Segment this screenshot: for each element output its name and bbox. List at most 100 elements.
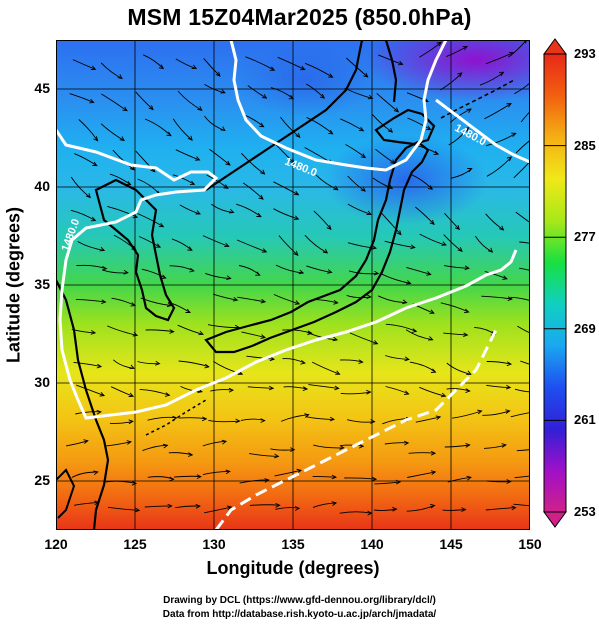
streamline-arrowhead bbox=[465, 442, 471, 448]
streamline bbox=[273, 181, 299, 196]
streamline-arrowhead bbox=[288, 94, 295, 100]
streamline-arrowhead bbox=[363, 72, 369, 78]
streamline-arrowhead bbox=[466, 108, 472, 114]
streamline bbox=[306, 83, 325, 99]
streamline bbox=[313, 298, 338, 304]
streamline bbox=[105, 441, 132, 447]
streamline-arrowhead bbox=[366, 210, 372, 215]
y-tick-label: 30 bbox=[34, 374, 50, 390]
streamline bbox=[315, 174, 338, 191]
streamline bbox=[178, 360, 209, 368]
contour-line-1480 bbox=[56, 129, 518, 420]
streamline-arrowhead bbox=[101, 266, 108, 271]
streamline-arrowhead bbox=[155, 243, 162, 248]
streamline bbox=[406, 92, 429, 102]
streamline-arrowhead bbox=[360, 186, 366, 192]
streamline-arrowhead bbox=[101, 299, 107, 305]
streamline bbox=[282, 329, 312, 334]
y-tick-label: 35 bbox=[34, 276, 50, 292]
streamline bbox=[513, 503, 530, 507]
streamline-arrowhead bbox=[294, 506, 301, 511]
streamline-arrowhead bbox=[307, 330, 313, 336]
streamline bbox=[202, 235, 229, 247]
streamline-arrowhead bbox=[126, 440, 133, 445]
streamline-arrowhead bbox=[132, 331, 139, 337]
streamline bbox=[377, 295, 407, 304]
streamline bbox=[210, 203, 234, 213]
streamline-arrowhead bbox=[390, 159, 396, 165]
streamline-arrowhead bbox=[123, 269, 129, 275]
streamline bbox=[138, 236, 161, 248]
streamline-arrowhead bbox=[187, 246, 193, 251]
streamline bbox=[75, 298, 106, 303]
streamline-arrowhead bbox=[441, 241, 447, 246]
streamline bbox=[376, 92, 399, 113]
streamline-arrowhead bbox=[148, 105, 154, 111]
map-plot-area: 1480.0 1480.0 1480.0 bbox=[56, 40, 530, 530]
streamline bbox=[169, 265, 194, 272]
streamline bbox=[346, 294, 371, 299]
streamline bbox=[177, 90, 203, 111]
colorbar-body bbox=[543, 53, 567, 513]
streamline-arrowhead bbox=[335, 370, 341, 375]
streamline bbox=[379, 211, 402, 235]
streamline-arrowhead bbox=[464, 265, 470, 271]
streamline bbox=[406, 504, 435, 512]
streamline-arrowhead bbox=[464, 308, 470, 314]
streamline-arrowhead bbox=[220, 89, 226, 94]
streamline bbox=[274, 469, 302, 477]
streamline-arrowhead bbox=[131, 245, 137, 251]
streamline-arrowhead bbox=[275, 502, 281, 508]
streamline-arrowhead bbox=[169, 476, 175, 482]
streamline-arrowhead bbox=[331, 501, 338, 506]
x-tick-label: 135 bbox=[281, 536, 305, 552]
streamline bbox=[246, 355, 275, 360]
streamline-arrowhead bbox=[406, 280, 412, 285]
streamline-arrowhead bbox=[366, 389, 372, 395]
y-tick-label: 40 bbox=[34, 178, 50, 194]
streamline bbox=[372, 114, 393, 133]
coastline-japan bbox=[204, 140, 430, 354]
streamline bbox=[448, 127, 469, 146]
streamline bbox=[144, 118, 172, 137]
streamline-arrowhead bbox=[220, 126, 226, 132]
streamline-arrowhead bbox=[195, 503, 201, 509]
streamline-arrowhead bbox=[85, 193, 91, 199]
streamline bbox=[385, 386, 409, 395]
streamline bbox=[247, 85, 267, 99]
streamline-arrowhead bbox=[93, 136, 99, 142]
streamline-arrowhead bbox=[461, 507, 467, 512]
colorbar-top-triangle bbox=[543, 38, 567, 55]
streamline bbox=[242, 182, 264, 200]
streamline-arrowhead bbox=[331, 474, 338, 480]
streamline-arrowhead bbox=[226, 505, 233, 511]
streamline bbox=[280, 116, 301, 138]
streamline-arrowhead bbox=[454, 224, 460, 231]
streamline-arrowhead bbox=[300, 360, 306, 365]
streamline bbox=[312, 475, 337, 478]
streamline-arrowhead bbox=[395, 479, 402, 485]
streamline-arrowhead bbox=[269, 66, 276, 71]
streamline bbox=[313, 444, 344, 449]
streamline-arrowhead bbox=[505, 384, 512, 390]
streamline bbox=[75, 411, 101, 415]
streamline-arrowhead bbox=[204, 363, 210, 369]
streamline-arrowhead bbox=[225, 469, 231, 475]
streamline-arrowhead bbox=[506, 479, 512, 484]
streamline-arrowhead bbox=[194, 156, 201, 161]
streamline-arrowhead bbox=[293, 215, 300, 220]
streamline-arrowhead bbox=[319, 93, 326, 99]
y-tick-label: 25 bbox=[34, 472, 50, 488]
streamline-arrowhead bbox=[463, 332, 469, 338]
streamline-arrowhead bbox=[333, 300, 339, 305]
streamline-arrowhead bbox=[429, 219, 435, 226]
gridlines bbox=[56, 40, 530, 530]
streamline bbox=[275, 507, 300, 510]
streamline-arrowhead bbox=[426, 271, 432, 276]
streamline-arrowhead bbox=[326, 224, 332, 231]
streamline bbox=[349, 332, 378, 345]
streamline bbox=[168, 452, 193, 456]
streamline bbox=[519, 241, 530, 244]
streamline bbox=[240, 152, 265, 175]
colorbar-tick-label: 253 bbox=[574, 504, 596, 519]
